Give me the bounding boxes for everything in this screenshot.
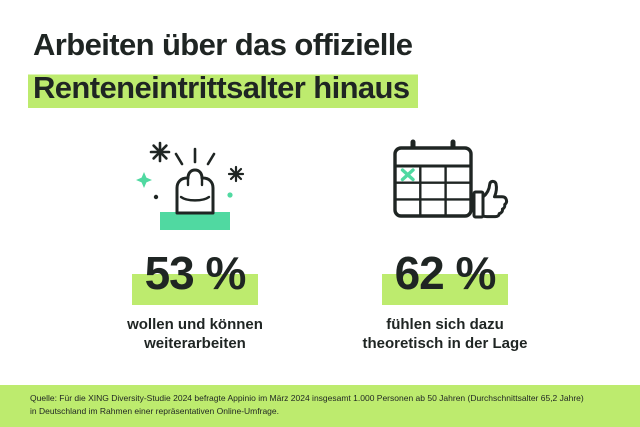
fist-sparkles-icon [130,134,260,238]
stat-theoretically-able: 62 % fühlen sich dazu theoretisch in der… [320,134,570,354]
stat-work-longer: 53 % wollen und können weiterarbeiten [70,134,320,354]
stat-value: 53 % [131,249,259,305]
stat-label-line-1: wollen und können [127,315,263,333]
title-line-2-highlighted: Renteneintrittsalter hinaus [28,69,418,108]
source-text-line-2: in Deutschland im Rahmen einer repräsent… [30,406,279,417]
stat-label: wollen und können weiterarbeiten [127,315,263,354]
source-text-line-1: Quelle: Für die XING Diversity-Studie 20… [30,393,584,403]
stat-label-line-1: fühlen sich dazu [386,315,504,333]
stats-row: 53 % wollen und können weiterarbeiten [70,134,640,354]
source-bar: Quelle: Für die XING Diversity-Studie 20… [0,385,640,427]
calendar-thumbs-up-icon [375,134,515,238]
stat-label: fühlen sich dazu theoretisch in der Lage [362,315,527,354]
stat-value: 62 % [381,249,509,305]
stat-label-line-2: theoretisch in der Lage [362,335,528,353]
title-line-1: Arbeiten über das offizielle [33,27,413,62]
page-title: Arbeiten über das offizielle Renteneintr… [28,24,640,110]
stat-label-line-2: weiterarbeiten [144,335,246,353]
